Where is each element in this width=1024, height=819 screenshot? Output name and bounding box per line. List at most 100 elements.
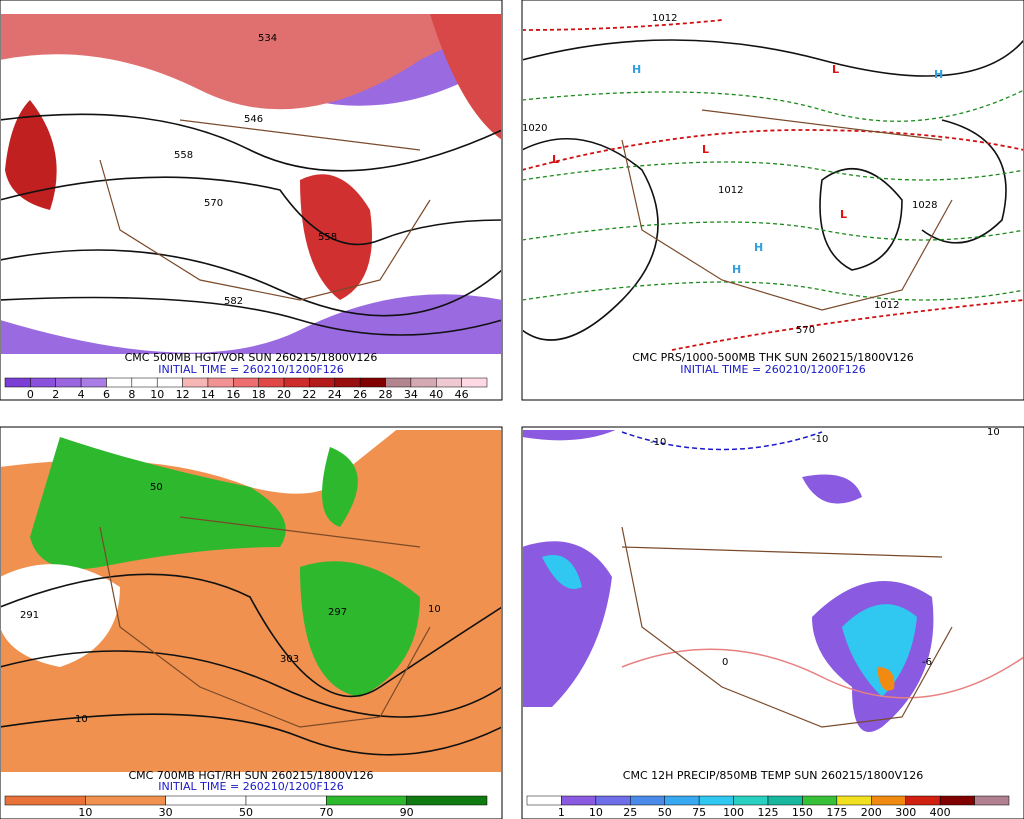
colorbar-segment [258, 377, 285, 388]
contour-label: 570 [796, 325, 815, 336]
svg-text:H: H [754, 241, 763, 254]
colorbar-label: 26 [353, 388, 367, 401]
contour-label: 534 [258, 33, 277, 44]
svg-text:L: L [840, 208, 847, 221]
svg-text:L: L [702, 143, 709, 156]
colorbar-label: 400 [930, 806, 951, 819]
colorbar-label: 10 [150, 388, 164, 401]
colorbar-segment [595, 795, 631, 806]
contour-label: 50 [150, 482, 163, 493]
panel-title: CMC 500MB HGT/VOR SUN 260215/1800V126 [125, 351, 378, 364]
colorbar-label: 8 [128, 388, 135, 401]
contour-label: 0 [722, 657, 728, 668]
colorbar-segment [4, 377, 31, 388]
colorbar-segment [326, 795, 407, 806]
initial-time: INITIAL TIME = 260210/1200F126 [158, 780, 343, 793]
colorbar-label: 18 [252, 388, 266, 401]
panel-precip: -10 -10 0 -6 10 [521, 426, 1024, 819]
colorbar-segment [30, 377, 56, 388]
contour-label: -10 [650, 437, 666, 448]
panel-vorticity: 534 546 558 570 582 558 [0, 0, 503, 401]
contour-label: 558 [174, 150, 193, 161]
contour-label: 546 [244, 114, 263, 125]
panel-frame [521, 426, 1024, 819]
colorbar-segment [410, 377, 437, 388]
colorbar-label: 16 [226, 388, 240, 401]
colorbar-label: 6 [103, 388, 110, 401]
colorbar-segment [233, 377, 259, 388]
panel-pressure: L L L L H H H H 1012 1012 1020 1028 1012… [521, 0, 1024, 401]
colorbar-segment [939, 795, 975, 806]
contour-label: 1012 [718, 185, 743, 196]
colorbar-segment [4, 795, 86, 806]
colorbar-label: 25 [623, 806, 637, 819]
colorbar-segment [733, 795, 769, 806]
colorbar-segment [207, 377, 234, 388]
contour-label: 10 [75, 714, 88, 725]
contour-label: 10 [428, 604, 441, 615]
colorbar-label: 0 [27, 388, 34, 401]
colorbar-label: 300 [895, 806, 916, 819]
colorbar-segment [871, 795, 906, 806]
panel-title: CMC PRS/1000-500MB THK SUN 260215/1800V1… [632, 351, 913, 364]
colorbar-label: 100 [723, 806, 744, 819]
colorbar-label: 4 [78, 388, 85, 401]
map-area [523, 430, 1023, 732]
colorbar-label: 14 [201, 388, 215, 401]
colorbar-segment [561, 795, 597, 806]
colorbar-label: 50 [239, 806, 253, 819]
colorbar-segment [283, 377, 310, 388]
colorbar-label: 34 [404, 388, 418, 401]
panel-humidity: 50 291 297 303 10 10 [0, 426, 503, 819]
contour-label: 1012 [874, 300, 899, 311]
colorbar-label: 12 [176, 388, 190, 401]
colorbar-segment [80, 377, 107, 388]
colorbar-label: 125 [758, 806, 779, 819]
colorbar-segment [85, 795, 166, 806]
colorbar-label: 2 [52, 388, 59, 401]
colorbar-segment [165, 795, 247, 806]
colorbar-label: 10 [589, 806, 603, 819]
colorbar-segment [359, 377, 386, 388]
colorbar-label: 50 [658, 806, 672, 819]
map-area [1, 14, 501, 354]
svg-text:L: L [832, 63, 839, 76]
colorbar-segment [55, 377, 82, 388]
contour-label: 1012 [652, 13, 677, 24]
colorbar-label: 150 [792, 806, 813, 819]
map-area [1, 430, 501, 772]
colorbar-segment [526, 795, 562, 806]
colorbar-segment [436, 377, 462, 388]
colorbar-segment [406, 795, 488, 806]
colorbar-label: 90 [400, 806, 414, 819]
colorbar-label: 24 [328, 388, 342, 401]
colorbar-label: 200 [861, 806, 882, 819]
colorbar-label: 75 [692, 806, 706, 819]
colorbar-segment [698, 795, 734, 806]
colorbar-label: 28 [379, 388, 393, 401]
colorbar-segment [182, 377, 209, 388]
colorbar-label: 10 [78, 806, 92, 819]
colorbar-segment [836, 795, 872, 806]
colorbar-segment [106, 377, 133, 388]
contour-label: 303 [280, 654, 299, 665]
contour-label: -10 [812, 434, 828, 445]
colorbar-segment [156, 377, 183, 388]
colorbar-label: 175 [826, 806, 847, 819]
map-area: L L L L H H H H [523, 19, 1023, 351]
contour-label: 582 [224, 296, 243, 307]
colorbar-segment [334, 377, 361, 388]
panel-title: CMC 700MB HGT/RH SUN 260215/1800V126 [128, 769, 373, 782]
contour-label: 570 [204, 198, 223, 209]
svg-text:H: H [934, 68, 943, 81]
colorbar-segment [802, 795, 838, 806]
svg-text:H: H [632, 63, 641, 76]
contour-label: 10 [987, 427, 1000, 438]
colorbar-segment [767, 795, 803, 806]
colorbar-segment [385, 377, 412, 388]
colorbar-segment [664, 795, 700, 806]
colorbar-label: 1 [558, 806, 565, 819]
colorbar-segment [974, 795, 1010, 806]
